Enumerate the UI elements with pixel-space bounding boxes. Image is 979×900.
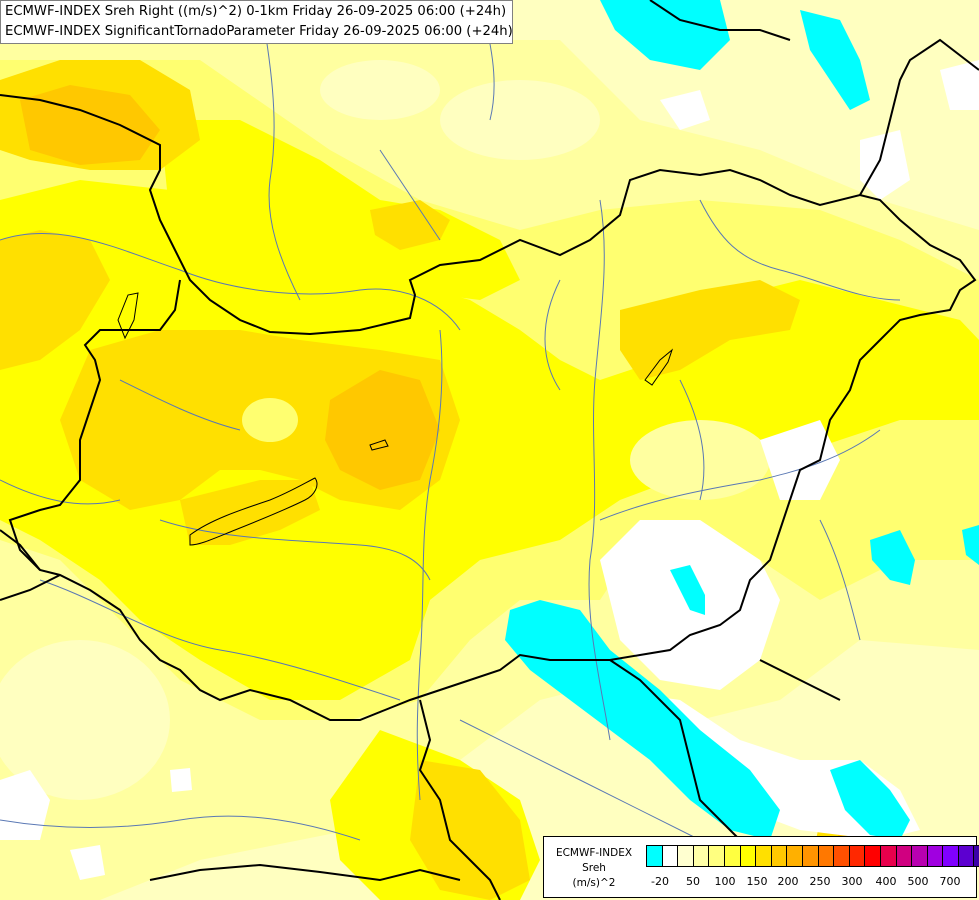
lake-small-2 (644, 348, 674, 386)
legend-swatches (646, 845, 979, 867)
legend-tick-label: 150 (746, 875, 768, 888)
field-pale-patch-2 (320, 60, 440, 120)
field-cyan-zone-ne-2 (800, 10, 870, 110)
legend-tick-label: 100 (714, 875, 736, 888)
legend-swatch (834, 846, 850, 866)
legend-tick-label: 400 (875, 875, 897, 888)
field-cyan-zone-e (870, 530, 915, 585)
legend-title: ECMWF-INDEX Sreh (m/s)^2 (548, 846, 640, 891)
field-white-zone-s (170, 768, 192, 792)
field-cyan-zone-se-2 (830, 760, 910, 840)
legend-swatch (678, 846, 694, 866)
legend-swatch (740, 846, 757, 866)
legend-tick-label: 300 (841, 875, 863, 888)
legend-tick-label: 50 (686, 875, 700, 888)
legend-swatch (818, 846, 835, 866)
legend-swatch (802, 846, 819, 866)
field-gold-zone-ne (370, 200, 450, 250)
chart-title-box: ECMWF-INDEX Sreh Right ((m/s)^2) 0-1km F… (0, 0, 513, 44)
legend-swatch (958, 846, 975, 866)
legend-swatch (724, 846, 741, 866)
legend-swatch (771, 846, 788, 866)
lake-balaton (189, 477, 318, 546)
rivers (0, 0, 901, 841)
legend-ticks: -20 50 100 150 200 250 300 400 500 700 (646, 875, 974, 889)
legend-tick-label: -20 (651, 875, 669, 888)
field-white-zone-sw-2 (70, 845, 105, 880)
legend-swatch (865, 846, 881, 866)
field-amber-zone-nw (20, 85, 160, 165)
legend-swatch (709, 846, 725, 866)
field-white-zone-ne (860, 130, 910, 200)
legend-swatch (927, 846, 944, 866)
color-legend: ECMWF-INDEX Sreh (m/s)^2 -20 50 100 150 200 2… (543, 836, 979, 898)
legend-swatch (896, 846, 913, 866)
title-line-2: ECMWF-INDEX SignificantTornadoParameter … (5, 24, 513, 39)
legend-swatch (912, 846, 928, 866)
legend-swatch (974, 846, 979, 866)
field-white-zone-n (660, 90, 710, 130)
lake-small-1 (369, 439, 389, 451)
legend-tick-label: 500 (907, 875, 929, 888)
legend-swatch (849, 846, 866, 866)
field-gold-zone-sw (410, 760, 530, 900)
legend-title-line-2: Sreh (582, 862, 606, 874)
legend-tick-label: 200 (777, 875, 799, 888)
field-gold-zone-south (180, 480, 320, 545)
field-pale-patch-5 (630, 420, 770, 500)
legend-swatch (693, 846, 710, 866)
legend-swatch (787, 846, 803, 866)
field-gold-zone-west (0, 230, 110, 370)
legend-swatch (756, 846, 772, 866)
legend-title-line-3: (m/s)^2 (572, 877, 616, 889)
field-white-zone-sw (0, 770, 50, 840)
legend-swatch (880, 846, 897, 866)
field-pale-patch-3 (440, 80, 600, 160)
field-white-zone-east-2 (760, 420, 840, 500)
legend-tick-label: 700 (939, 875, 961, 888)
field-cyan-zone-ne (600, 0, 730, 70)
field-white-zone-ne-2 (940, 60, 979, 110)
field-pale-patch-4 (0, 640, 170, 800)
legend-swatch (943, 846, 959, 866)
lake-small-3 (117, 292, 139, 340)
legend-swatch (647, 846, 663, 866)
legend-swatch (662, 846, 679, 866)
field-cyan-zone-e-3 (962, 525, 979, 565)
field-cyan-zone-e-2 (670, 565, 705, 615)
legend-tick-label: 250 (809, 875, 831, 888)
field-amber-zone-center (325, 370, 440, 490)
field-pale-patch-1 (242, 398, 298, 442)
title-line-1: ECMWF-INDEX Sreh Right ((m/s)^2) 0-1km F… (5, 4, 507, 19)
field-gold-zone-east (620, 280, 800, 380)
legend-title-line-1: ECMWF-INDEX (555, 847, 633, 859)
field-bright-yellow-zone-2 (160, 120, 520, 300)
